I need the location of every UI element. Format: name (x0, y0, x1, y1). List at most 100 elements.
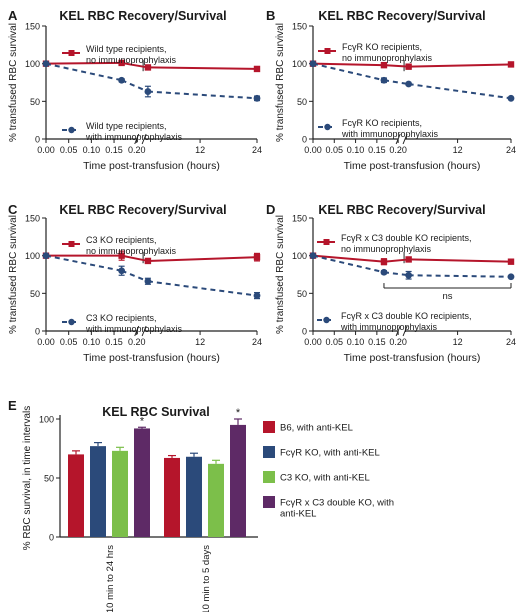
legend-label: FcγR KO, with anti-KEL (280, 448, 380, 459)
data-point-square (253, 253, 261, 261)
data-point-circle (380, 76, 388, 84)
x-tick-label: 0.10 (347, 145, 365, 155)
panel-title: KEL RBC Survival (102, 405, 209, 419)
chart-panel-d: D KEL RBC Recovery/Survival 0 50 100 150 0.00 0… (266, 202, 516, 364)
data-point-circle (507, 94, 515, 102)
series-segment (121, 79, 149, 93)
axis-break-mark (141, 325, 147, 337)
data-point-circle (507, 273, 515, 281)
series-segment (312, 254, 385, 263)
y-tick-label: 0 (302, 327, 307, 337)
x-tick-label: 0.15 (105, 337, 123, 347)
legend-marker-square (324, 48, 331, 54)
x-tick-label: 0.10 (83, 145, 101, 155)
x-axis-title: Time post-transfusion (hours) (83, 160, 220, 172)
significance-star: * (140, 415, 145, 427)
bar (230, 424, 246, 537)
legend-label: FcγR x C3 double KO, with anti-KEL (280, 498, 394, 520)
data-point-circle (118, 76, 126, 84)
data-point-circle (253, 292, 261, 299)
series-segment (408, 274, 512, 278)
series-segment (312, 62, 384, 67)
bar (164, 457, 180, 537)
x-tick-label: 0.20 (389, 337, 407, 347)
legend-swatch (263, 446, 275, 458)
y-tick-label: 100 (25, 251, 40, 261)
data-point-square (144, 64, 152, 71)
x-tick-label: 0.20 (389, 145, 407, 155)
series-segment (121, 61, 149, 69)
legend-label: FcγR x C3 double KO recipients, no immuno… (341, 233, 472, 254)
y-axis-title: % transfused RBC survival (8, 23, 19, 142)
series-segment (121, 269, 149, 283)
panel-title: KEL RBC Recovery/Survival (59, 203, 226, 217)
series-segment (383, 64, 409, 68)
y-tick-label: 0 (35, 135, 40, 145)
y-tick-label: 0 (35, 327, 40, 337)
data-point-circle (309, 60, 317, 68)
y-tick-label: 100 (292, 251, 307, 261)
axis-break-mark (402, 133, 408, 145)
data-point-circle (253, 94, 261, 102)
x-tick-label: 12 (453, 337, 463, 347)
series-segment (312, 62, 385, 82)
legend-label: FcγR KO recipients, with immunoprophylaxi… (341, 118, 439, 139)
legend-swatch (263, 496, 275, 508)
y-tick-label: 150 (25, 22, 40, 32)
legend-label: FcγR KO recipients, no immunoprophylaxis (342, 42, 433, 63)
legend-marker-circle (324, 123, 331, 131)
panel-letter: B (266, 8, 275, 23)
series-segment (408, 83, 512, 100)
legend-label: B6, with anti-KEL (280, 423, 353, 434)
data-point-circle (42, 252, 50, 260)
x-tick-label: 12 (453, 145, 463, 155)
x-tick-label: 12 (195, 337, 205, 347)
x-tick-label: 24 (252, 145, 262, 155)
bar (208, 463, 224, 537)
data-point-square (380, 61, 388, 69)
series-segment (383, 258, 409, 263)
x-tick-label: 24 (252, 337, 262, 347)
data-point-circle (144, 88, 152, 95)
bar (68, 454, 84, 537)
x-tick-label: 0.05 (60, 337, 78, 347)
series-segment (147, 280, 258, 297)
x-tick-label: 0.00 (304, 145, 322, 155)
category-label: 10 min to 24 hrs (105, 545, 116, 612)
series-segment (383, 271, 409, 277)
x-tick-label: 0.10 (347, 337, 365, 347)
series-segment (147, 66, 258, 70)
data-point-square (144, 257, 152, 265)
x-tick-label: 0.05 (326, 145, 344, 155)
y-axis-title: % RBC survival, in time intervals (22, 406, 33, 550)
y-tick-label: 50 (30, 97, 40, 107)
legend-marker-circle (323, 316, 330, 324)
data-point-square (507, 258, 515, 265)
y-tick-label: 50 (30, 289, 40, 299)
legend-marker-circle (68, 318, 75, 326)
series-segment (45, 61, 122, 65)
y-tick-label: 150 (292, 22, 307, 32)
x-tick-label: 12 (195, 145, 205, 155)
y-tick-label: 100 (39, 415, 54, 425)
y-tick-label: 100 (25, 59, 40, 69)
data-point-circle (405, 80, 413, 88)
legend-marker-circle (68, 126, 75, 134)
data-point-circle (118, 267, 126, 275)
bar (112, 450, 128, 537)
data-point-circle (144, 277, 152, 285)
x-axis-title: Time post-transfusion (hours) (83, 352, 220, 364)
y-tick-label: 50 (297, 97, 307, 107)
category-label: 10 min to 5 days (201, 545, 212, 612)
x-tick-label: 0.20 (128, 145, 146, 155)
legend-swatch (263, 471, 275, 483)
x-tick-label: 0.20 (128, 337, 146, 347)
series-segment (147, 90, 258, 100)
panel-letter: C (8, 202, 18, 217)
legend-swatch (263, 421, 275, 433)
legend-marker-square (323, 239, 330, 245)
series-segment (45, 254, 122, 272)
legend-label: Wild type recipients, with immunoprophyla… (85, 121, 183, 142)
y-tick-label: 50 (44, 474, 54, 484)
